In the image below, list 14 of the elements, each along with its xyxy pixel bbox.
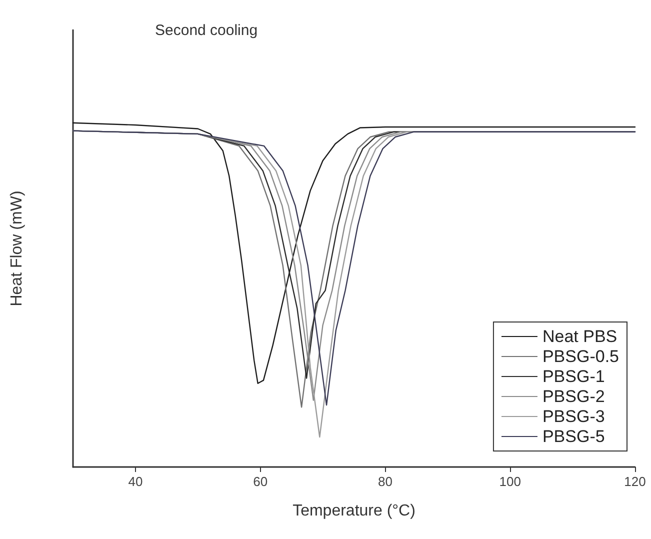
- chart-title: Second cooling: [155, 22, 258, 39]
- x-tick-label: 100: [499, 474, 521, 489]
- legend-label: PBSG-2: [542, 387, 605, 406]
- x-tick-label: 80: [378, 474, 392, 489]
- legend-label: PBSG-5: [542, 427, 605, 446]
- x-tick-label: 120: [624, 474, 646, 489]
- x-tick-label: 60: [253, 474, 268, 489]
- legend-label: PBSG-0.5: [542, 347, 620, 366]
- x-axis-title: Temperature (°C): [292, 502, 416, 520]
- legend-label: PBSG-3: [542, 407, 605, 426]
- y-axis-title: Heat Flow (mW): [8, 190, 26, 306]
- legend-label: PBSG-1: [542, 367, 605, 386]
- x-tick-label: 40: [128, 474, 143, 489]
- legend-label: Neat PBS: [542, 327, 618, 346]
